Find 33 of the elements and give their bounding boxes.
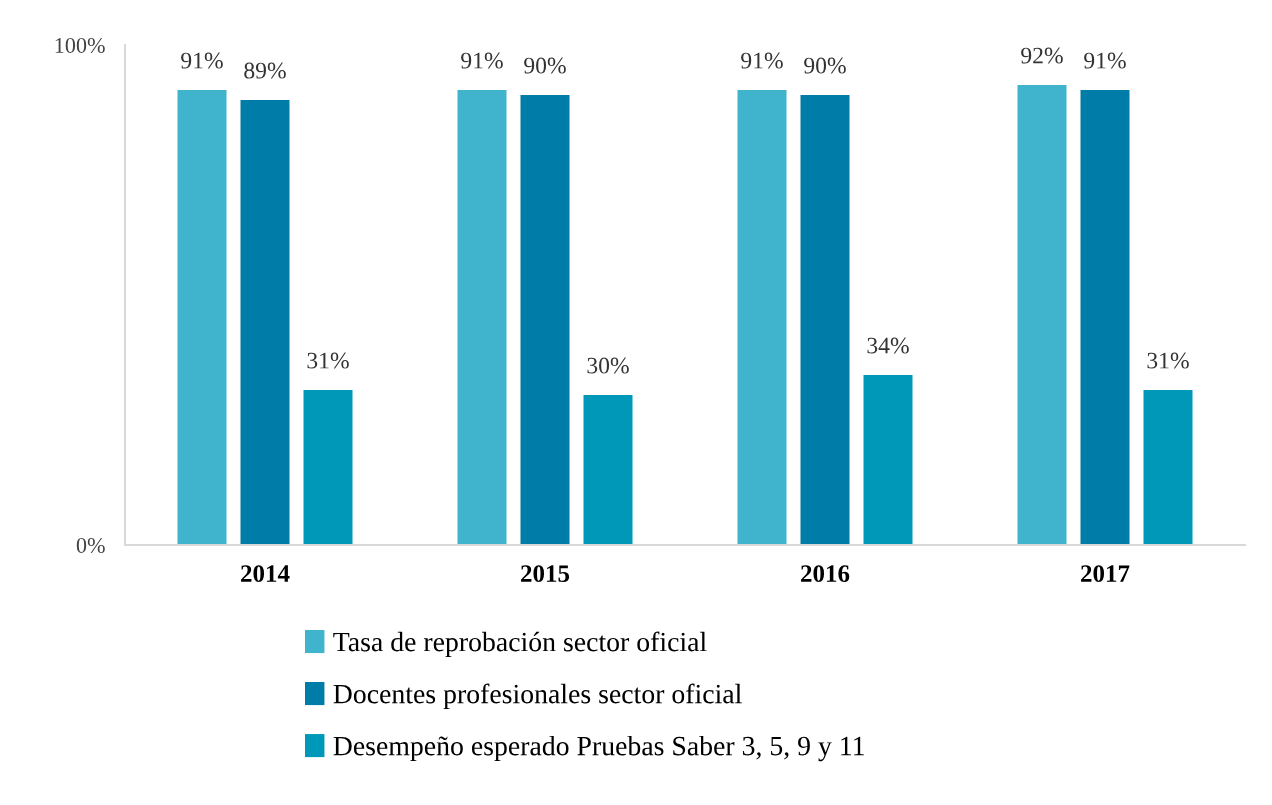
- bar: [303, 390, 353, 545]
- data-label: 30%: [587, 357, 629, 374]
- bar: [800, 95, 850, 545]
- bar: [583, 395, 633, 545]
- data-label: 34%: [867, 337, 909, 354]
- bar: [1143, 390, 1193, 545]
- data-label: 90%: [524, 57, 566, 74]
- legend-label: Docentes profesionales sector oficial: [333, 683, 742, 710]
- x-tick-label: 2017: [1081, 565, 1130, 583]
- bar: [737, 90, 787, 545]
- bar: [1017, 85, 1067, 545]
- y-tick-label: 0%: [76, 537, 105, 553]
- data-label: 91%: [1084, 52, 1126, 69]
- x-tick-label: 2014: [241, 565, 290, 583]
- data-label: 90%: [804, 57, 846, 74]
- bar: [240, 100, 290, 545]
- data-label: 31%: [307, 352, 349, 369]
- data-label: 92%: [1021, 47, 1063, 64]
- data-label: 91%: [741, 52, 783, 69]
- bar: [1080, 90, 1130, 545]
- x-tick-label: 2016: [801, 565, 850, 583]
- x-tick-label: 2015: [521, 565, 570, 583]
- bar: [177, 90, 227, 545]
- bar: [520, 95, 570, 545]
- y-tick-label: 100%: [55, 37, 105, 53]
- data-label: 31%: [1147, 352, 1189, 369]
- bar: [863, 375, 913, 545]
- data-label: 91%: [461, 52, 503, 69]
- data-label: 89%: [244, 62, 286, 79]
- legend-label: Tasa de reprobación sector oficial: [333, 631, 707, 658]
- data-label: 91%: [181, 52, 223, 69]
- legend-label: Desempeño esperado Pruebas Saber 3, 5, 9 y 11: [333, 735, 864, 762]
- bar: [457, 90, 507, 545]
